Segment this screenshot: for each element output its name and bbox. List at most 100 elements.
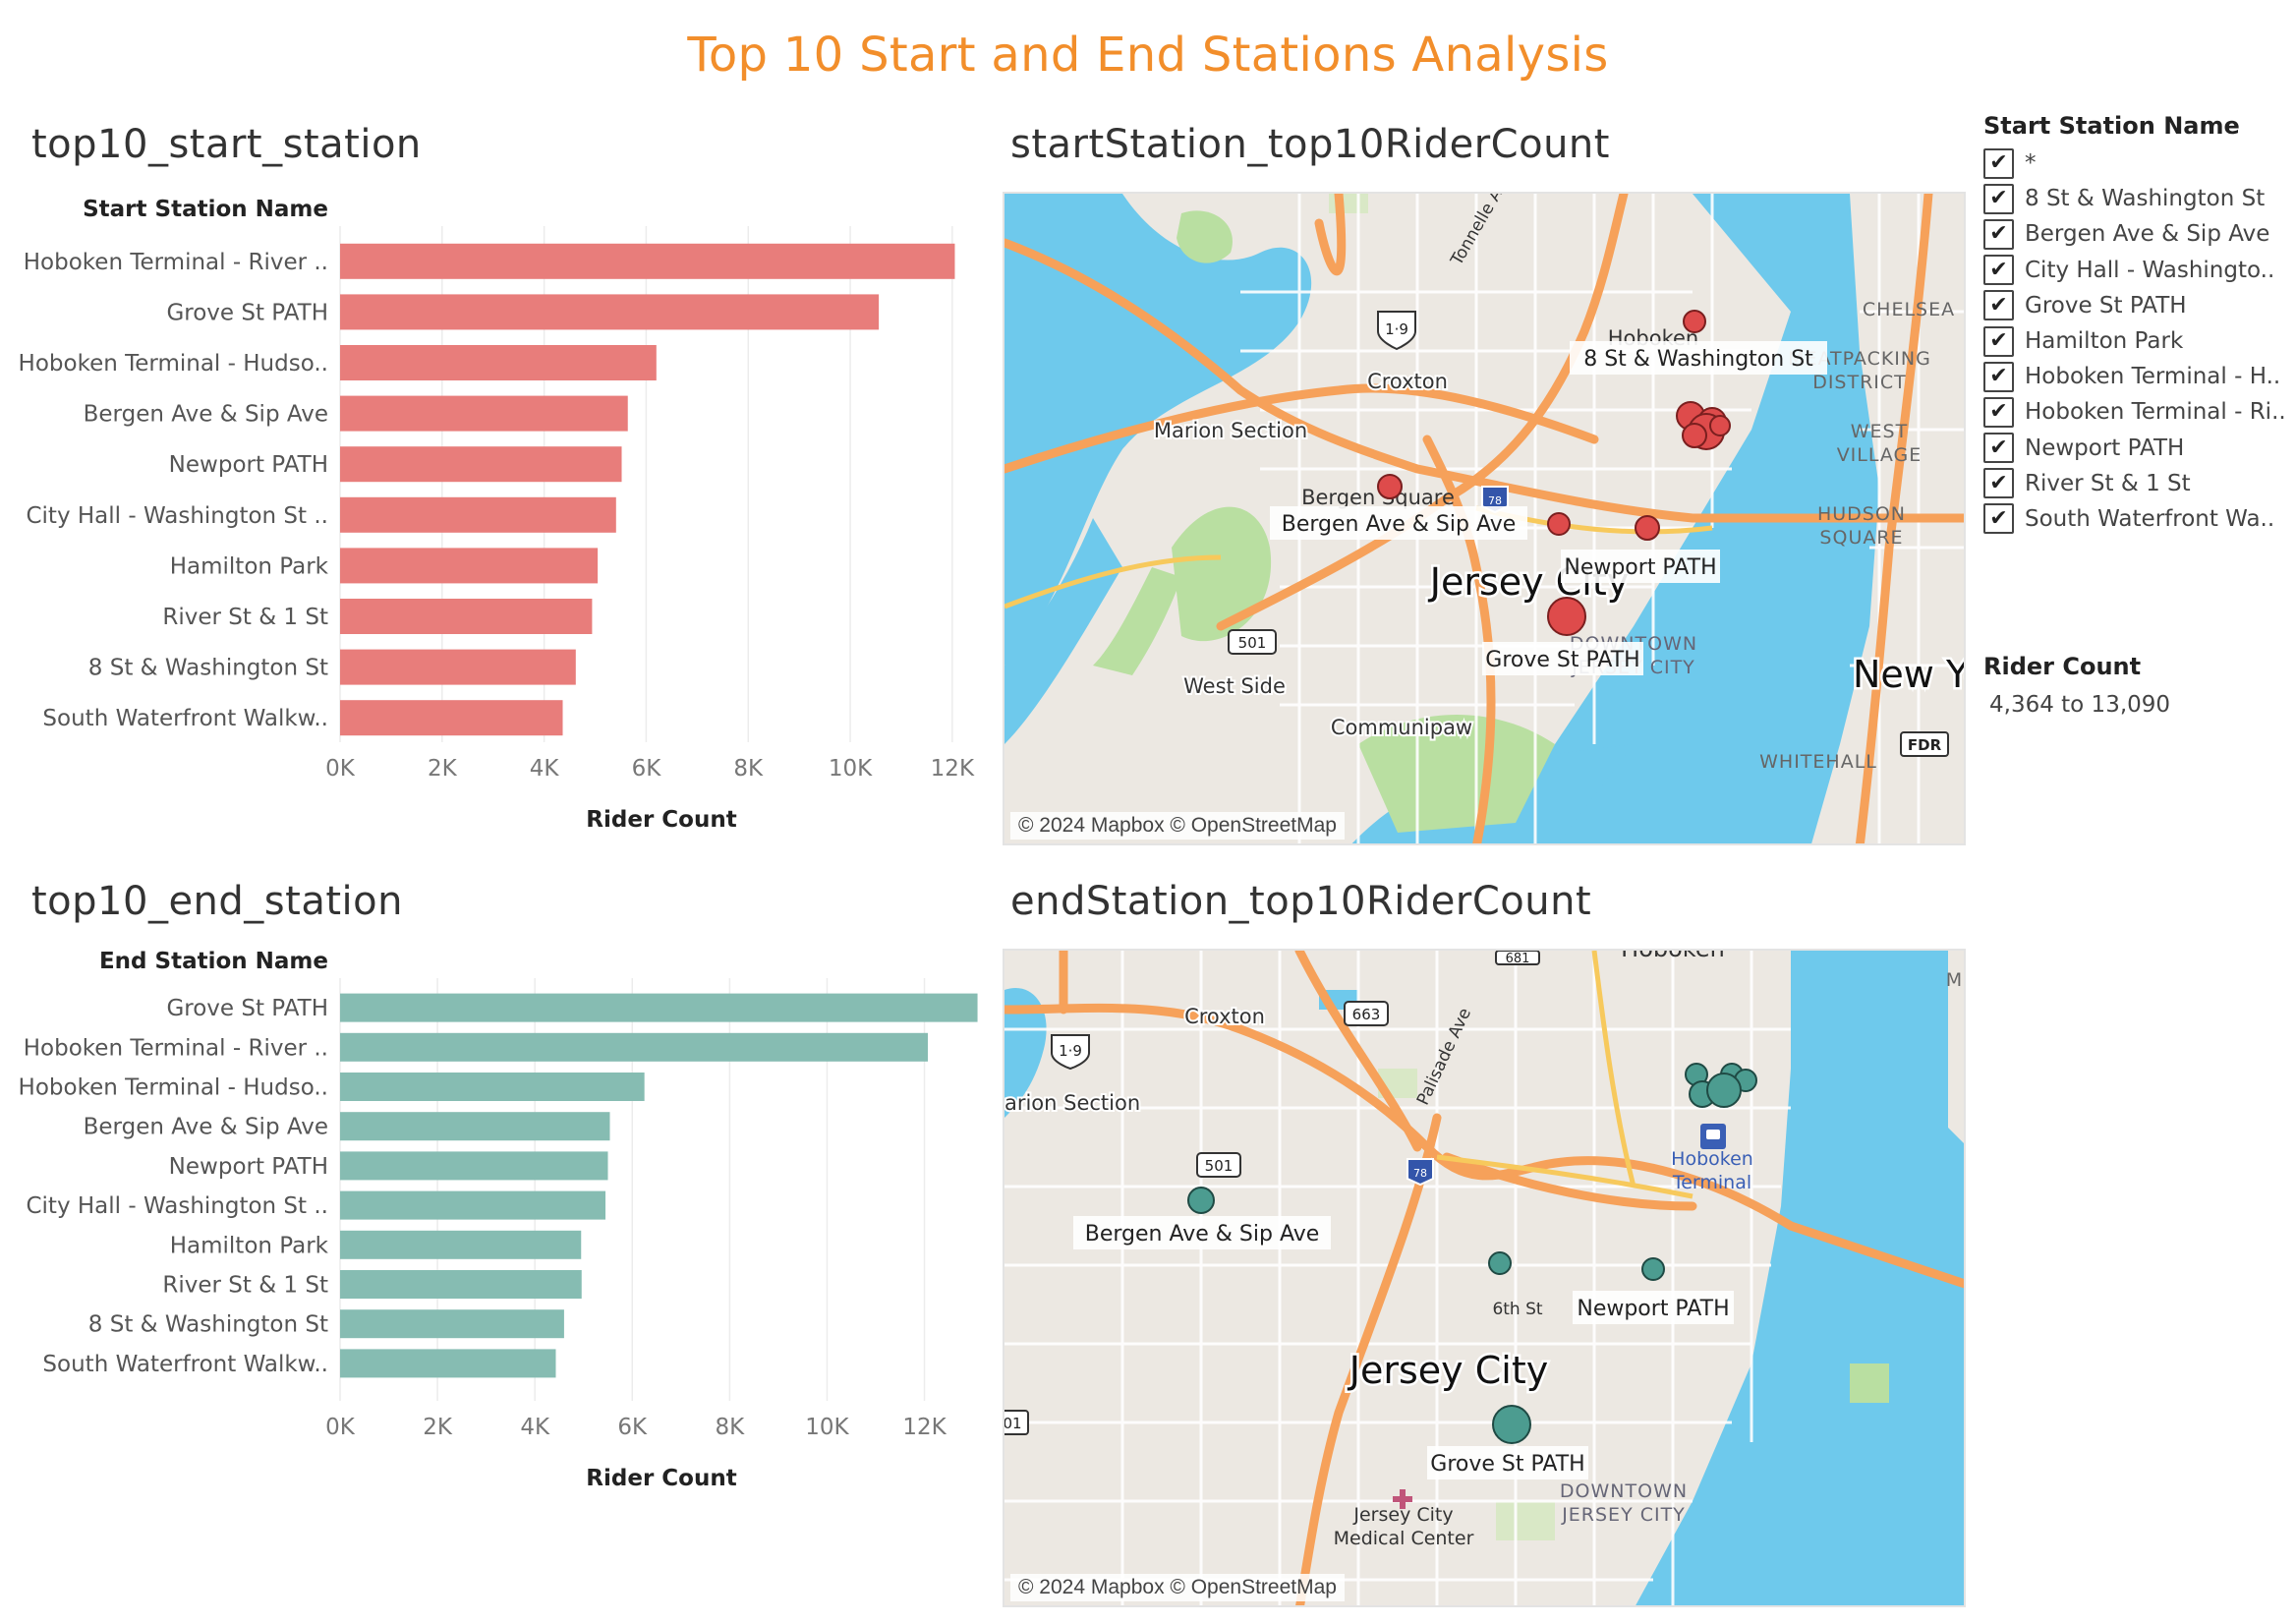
road-shield: 501 [1196,1152,1241,1178]
filter-item-label: Hamilton Park [2025,328,2184,355]
road-shield: 501 [1228,629,1277,655]
station-marker[interactable] [1709,415,1731,436]
checkbox-checked-icon[interactable]: ✔ [1983,433,2014,464]
filter-item[interactable]: ✔ City Hall - Washingto.. [1983,253,2288,288]
bar[interactable] [340,243,955,279]
station-marker[interactable] [1492,1405,1531,1444]
bar[interactable] [340,345,657,380]
bar[interactable] [340,1270,582,1299]
station-marker[interactable] [1377,474,1403,499]
station-marker[interactable] [1547,512,1571,536]
place-label: Medical Center [1334,1528,1474,1549]
station-marker[interactable] [1187,1187,1215,1214]
bar[interactable] [340,1349,556,1378]
place-label: DOWNTOWN [1560,1480,1688,1502]
end-map-canvas: 1·9 663 501 78 681 01 Croxton Marion Sec… [1004,951,1964,1605]
filter-list: ✔ * ✔ 8 St & Washington St ✔ Bergen Ave & Sip… [1983,145,2288,537]
bar[interactable] [340,446,622,483]
filter-item[interactable]: ✔ River St & 1 St [1983,466,2288,501]
station-marker[interactable] [1547,597,1586,636]
filter-item[interactable]: ✔ Newport PATH [1983,431,2288,466]
bar[interactable] [340,1151,608,1181]
station-marker[interactable] [1641,1257,1665,1281]
category-label: Bergen Ave & Sip Ave [84,402,328,428]
station-marker[interactable] [1488,1251,1512,1275]
svg-text:1·9: 1·9 [1059,1042,1082,1060]
start-map-canvas: 1·9 501 78 FDR Croxton Marion Section We… [1004,194,1966,843]
bar[interactable] [340,395,628,432]
station-marker[interactable] [1706,1073,1742,1108]
filter-item-label: * [2025,150,2037,177]
bar[interactable] [340,496,616,533]
place-label: New York [1853,653,1966,696]
svg-text:01: 01 [1004,1415,1022,1432]
checkbox-checked-icon[interactable]: ✔ [1983,290,2014,321]
filter-item[interactable]: ✔ Hoboken Terminal - H.. [1983,359,2288,394]
category-header: End Station Name [99,949,328,974]
category-label: River St & 1 St [162,605,328,630]
tick-label: 6K [632,756,662,782]
road-shield: 01 [1004,1410,1029,1435]
svg-text:681: 681 [1506,952,1530,966]
checkbox-checked-icon[interactable]: ✔ [1983,183,2014,214]
checkbox-checked-icon[interactable]: ✔ [1983,325,2014,357]
bar[interactable] [340,700,563,736]
place-label: West Side [1183,674,1286,698]
category-header: Start Station Name [83,197,328,222]
svg-text:501: 501 [1238,634,1267,652]
road-shield: 681 [1495,951,1540,966]
place-label: Hoboken [1621,951,1725,962]
bar[interactable] [340,1190,606,1220]
filter-item[interactable]: ✔ South Waterfront Wa.. [1983,501,2288,537]
bar[interactable] [340,294,880,330]
station-label: Newport PATH [1577,1297,1729,1321]
filter-item[interactable]: ✔ 8 St & Washington St [1983,181,2288,216]
bar[interactable] [340,1073,645,1101]
filter-item-label: Bergen Ave & Sip Ave [2025,221,2270,248]
filter-item[interactable]: ✔ * [1983,145,2288,181]
place-label: Marion Section [1154,419,1307,442]
station-marker[interactable] [1635,515,1660,541]
road-shield: 1·9 [1051,1034,1090,1071]
bar[interactable] [340,599,593,634]
svg-text:501: 501 [1205,1157,1234,1175]
end-map-title: endStation_top10RiderCount [1010,879,1592,924]
bar[interactable] [340,993,978,1022]
bar[interactable] [340,1230,582,1259]
map-attribution[interactable]: © 2024 Mapbox © OpenStreetMap [1010,1574,1345,1601]
tick-label: 12K [902,1415,947,1440]
rider-count-legend: Rider Count 4,364 to 13,090 [1983,653,2278,718]
bar[interactable] [340,649,576,685]
checkbox-checked-icon[interactable]: ✔ [1983,218,2014,250]
checkbox-checked-icon[interactable]: ✔ [1983,147,2014,179]
bar[interactable] [340,548,599,584]
bar[interactable] [340,1309,564,1339]
filter-item[interactable]: ✔ Grove St PATH [1983,288,2288,323]
place-label: Hoboken [1671,1148,1753,1170]
checkbox-checked-icon[interactable]: ✔ [1983,503,2014,535]
tick-label: 4K [530,756,560,782]
category-label: Hoboken Terminal - Hudso.. [19,1075,328,1101]
hospital-icon [1393,1489,1412,1509]
start-station-map[interactable]: 1·9 501 78 FDR Croxton Marion Section We… [1003,192,1966,845]
checkbox-checked-icon[interactable]: ✔ [1983,468,2014,499]
filter-item[interactable]: ✔ Bergen Ave & Sip Ave [1983,216,2288,252]
filter-item[interactable]: ✔ Hoboken Terminal - Ri.. [1983,394,2288,430]
station-marker[interactable] [1682,423,1707,448]
station-marker[interactable] [1683,310,1706,333]
checkbox-checked-icon[interactable]: ✔ [1983,255,2014,286]
bar[interactable] [340,1112,610,1141]
station-label: Grove St PATH [1430,1452,1584,1477]
place-label: Terminal [1672,1172,1751,1193]
checkbox-checked-icon[interactable]: ✔ [1983,396,2014,428]
station-label: Bergen Ave & Sip Ave [1085,1222,1320,1247]
end-station-map[interactable]: 1·9 663 501 78 681 01 Croxton Marion Sec… [1003,949,1966,1607]
filter-item-label: Newport PATH [2025,435,2185,461]
filter-item[interactable]: ✔ Hamilton Park [1983,323,2288,359]
bar[interactable] [340,1032,929,1062]
map-attribution[interactable]: © 2024 Mapbox © OpenStreetMap [1010,812,1345,840]
tick-label: 8K [716,1415,746,1440]
category-label: City Hall - Washington St .. [26,1193,328,1219]
x-axis-label: Rider Count [586,1466,736,1491]
checkbox-checked-icon[interactable]: ✔ [1983,361,2014,392]
